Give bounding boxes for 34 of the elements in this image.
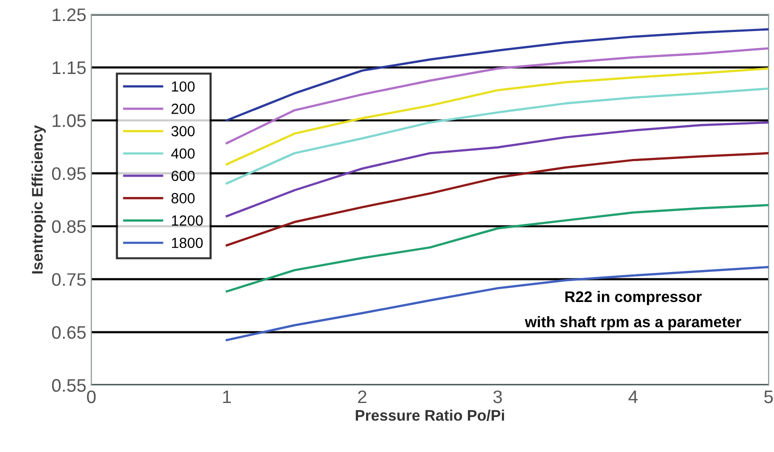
legend-label: 600 [172,170,195,182]
legend-label: 800 [172,193,195,204]
line-series [226,28,769,122]
y-tick-label: 1.25 [52,8,86,22]
legend-label: 1800 [172,238,203,248]
legend-label: 300 [171,126,195,136]
legend-label: 1200 [172,215,203,226]
line-series [226,87,769,184]
line-series [226,266,769,342]
y-tick-label: 0.95 [52,167,86,180]
line-series [226,67,769,166]
x-axis-title: Pressure Ratio Po/Pi [356,410,504,421]
legend-label: 100 [172,81,195,92]
y-tick-label: 0.55 [52,379,86,392]
y-tick-label: 0.75 [52,273,86,286]
y-axis-title: Isentropic Efficiency [32,125,46,274]
x-tick-label: 1 [223,390,231,404]
annotation: with shaft rpm as a parameter [524,316,742,330]
x-tick-label: 2 [358,390,366,404]
line-series [226,47,769,144]
legend-label: 400 [171,148,195,159]
x-tick-label: 0 [87,390,96,404]
x-tick-label: 5 [764,390,773,404]
line-series [226,152,769,246]
annotation: R22 in compressor [565,290,702,306]
y-tick-label: 0.85 [52,220,86,233]
y-tick-label: 1.15 [52,62,86,74]
line-series [226,121,769,218]
x-tick-label: 4 [628,390,638,404]
line-series [226,204,769,292]
legend-label: 200 [172,104,195,114]
y-tick-label: 0.65 [52,326,86,339]
y-tick-label: 1.05 [52,114,86,128]
x-tick-label: 3 [493,390,502,404]
